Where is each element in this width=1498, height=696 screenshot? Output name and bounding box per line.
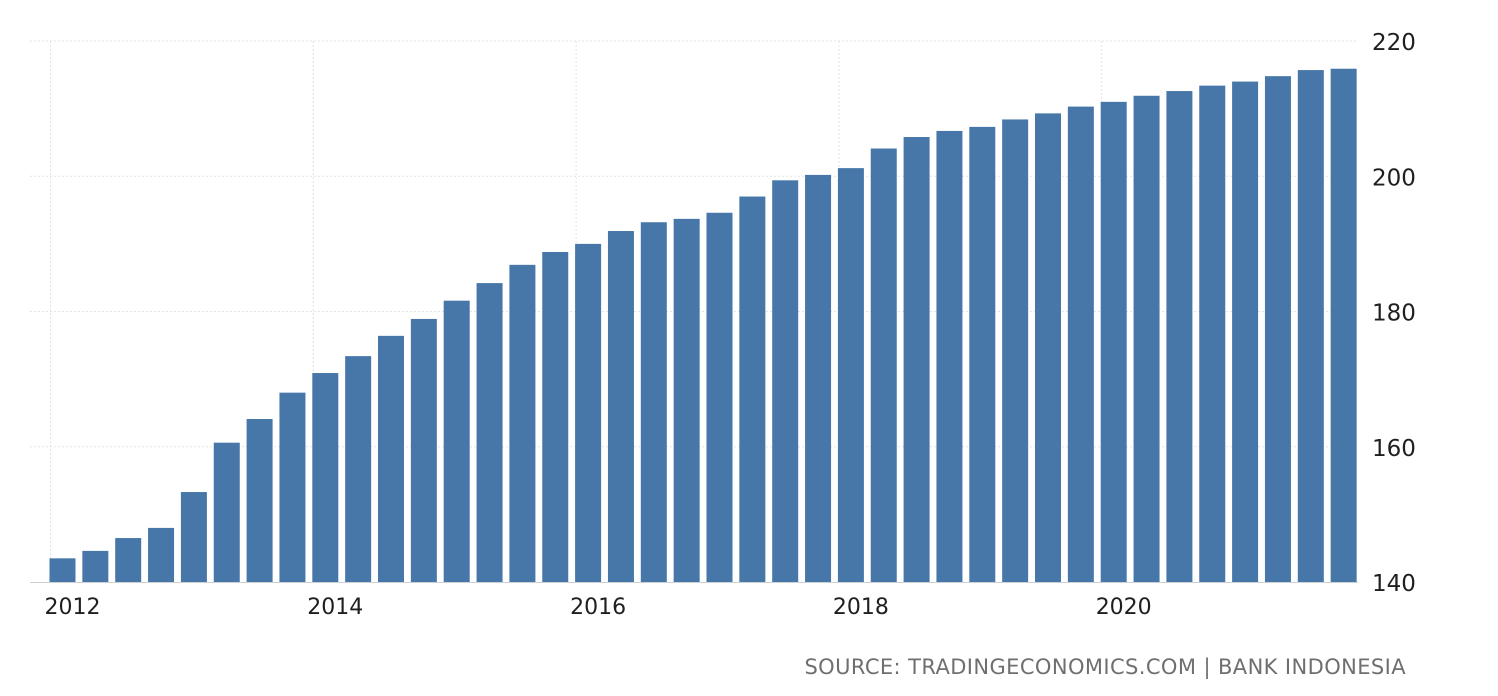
- x-tick-label: 2020: [1096, 595, 1152, 620]
- x-tick-label: 2014: [307, 595, 363, 620]
- bar[interactable]: [213, 442, 240, 582]
- bar[interactable]: [115, 538, 142, 582]
- x-tick-label: 2018: [833, 595, 889, 620]
- bar[interactable]: [443, 300, 470, 582]
- bar[interactable]: [739, 196, 766, 582]
- y-tick-label: 140: [1372, 571, 1416, 597]
- bar[interactable]: [640, 222, 667, 583]
- bar[interactable]: [1199, 85, 1226, 582]
- bar[interactable]: [1297, 70, 1324, 583]
- bar[interactable]: [575, 243, 602, 582]
- y-tick-label: 200: [1372, 165, 1416, 191]
- bar[interactable]: [1264, 76, 1291, 582]
- bar[interactable]: [1166, 91, 1193, 582]
- x-axis-ticks: 2012 2014 2016 2018 2020: [45, 595, 1152, 620]
- bar[interactable]: [410, 318, 437, 582]
- bar[interactable]: [1232, 81, 1259, 582]
- bar[interactable]: [312, 373, 339, 582]
- x-tick-label: 2012: [45, 595, 101, 620]
- y-tick-label: 180: [1372, 301, 1416, 327]
- bar[interactable]: [246, 419, 273, 582]
- y-axis-ticks: 140 160 180 200 220: [1372, 30, 1416, 597]
- y-tick-label: 220: [1372, 30, 1416, 56]
- bar[interactable]: [1330, 68, 1357, 582]
- bar[interactable]: [509, 264, 536, 582]
- bar[interactable]: [706, 212, 733, 582]
- bar[interactable]: [345, 356, 372, 582]
- bar[interactable]: [837, 168, 864, 582]
- bar[interactable]: [969, 126, 996, 582]
- source-note: SOURCE: TRADINGECONOMICS.COM | BANK INDO…: [804, 655, 1406, 679]
- bar[interactable]: [1133, 95, 1160, 583]
- bar[interactable]: [936, 130, 963, 582]
- bar[interactable]: [673, 218, 700, 582]
- x-tick-label: 2016: [570, 595, 626, 620]
- bar[interactable]: [772, 180, 799, 582]
- bar[interactable]: [542, 251, 569, 583]
- bar[interactable]: [476, 283, 503, 582]
- bar[interactable]: [903, 137, 930, 582]
- bar[interactable]: [279, 392, 306, 582]
- bar-series: [49, 68, 1357, 583]
- bar[interactable]: [49, 558, 76, 582]
- bar[interactable]: [378, 335, 404, 582]
- bar[interactable]: [180, 492, 207, 582]
- bar[interactable]: [870, 148, 897, 582]
- bar[interactable]: [1067, 106, 1094, 582]
- bar[interactable]: [148, 527, 175, 582]
- bar[interactable]: [1002, 119, 1029, 582]
- bar[interactable]: [1035, 113, 1061, 582]
- bar[interactable]: [82, 550, 109, 582]
- bar[interactable]: [805, 174, 832, 582]
- y-tick-label: 160: [1372, 436, 1416, 462]
- bar[interactable]: [1100, 101, 1127, 583]
- bar[interactable]: [607, 231, 634, 582]
